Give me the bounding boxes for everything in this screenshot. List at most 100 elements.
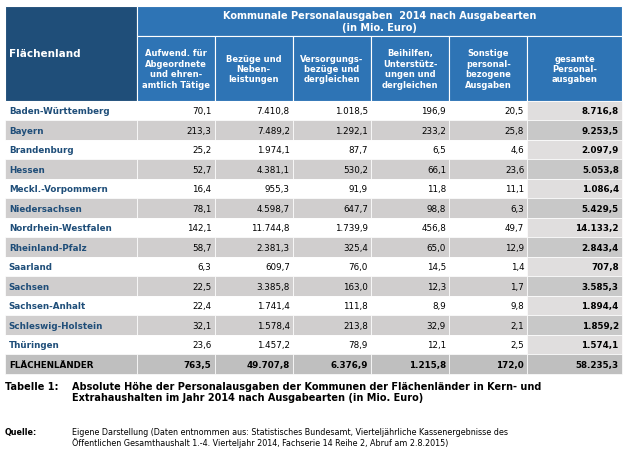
Bar [293, 199, 371, 218]
Text: 4,6: 4,6 [511, 146, 524, 155]
Bar [528, 37, 622, 102]
Text: Versorgungs-
bezüge und
dergleichen: Versorgungs- bezüge und dergleichen [300, 54, 364, 84]
Bar [293, 121, 371, 140]
Text: 32,1: 32,1 [192, 321, 212, 330]
Text: Meckl.-Vorpommern: Meckl.-Vorpommern [9, 185, 107, 194]
Bar [5, 316, 137, 335]
Text: 1.739,9: 1.739,9 [335, 224, 368, 233]
Bar [137, 316, 215, 335]
Bar [449, 179, 528, 199]
Bar [215, 179, 293, 199]
Text: 325,4: 325,4 [343, 243, 368, 252]
Text: Eigene Darstellung (Daten entnommen aus: Statistisches Bundesamt, Vierteljährlic: Eigene Darstellung (Daten entnommen aus:… [72, 427, 509, 448]
Text: Sachsen-Anhalt: Sachsen-Anhalt [9, 302, 86, 310]
Text: gesamte
Personal-
ausgaben: gesamte Personal- ausgaben [552, 54, 598, 84]
Bar [528, 102, 622, 121]
Text: 25,8: 25,8 [505, 126, 524, 135]
Bar [215, 37, 293, 102]
Text: 707,8: 707,8 [591, 263, 619, 272]
Bar [371, 37, 449, 102]
Bar [5, 140, 137, 160]
Text: Absolute Höhe der Personalausgaben der Kommunen der Flächenländer in Kern- und
E: Absolute Höhe der Personalausgaben der K… [72, 381, 542, 403]
Text: 6,3: 6,3 [511, 204, 524, 213]
Bar [215, 218, 293, 238]
Text: Thüringen: Thüringen [9, 341, 59, 349]
Text: 87,7: 87,7 [348, 146, 368, 155]
Bar [293, 277, 371, 296]
Bar [215, 199, 293, 218]
Bar [371, 140, 449, 160]
Bar [449, 160, 528, 179]
Text: 58,7: 58,7 [192, 243, 212, 252]
Text: 1.894,4: 1.894,4 [581, 302, 619, 310]
Bar [293, 37, 371, 102]
Bar [5, 179, 137, 199]
Text: 2,5: 2,5 [511, 341, 524, 349]
Bar [215, 316, 293, 335]
Bar [528, 296, 622, 316]
Bar [5, 102, 137, 121]
Text: 91,9: 91,9 [349, 185, 368, 194]
Bar [449, 102, 528, 121]
Text: 8,9: 8,9 [432, 302, 446, 310]
Text: Niedersachsen: Niedersachsen [9, 204, 81, 213]
Text: 8.716,8: 8.716,8 [582, 107, 619, 116]
Text: 172,0: 172,0 [496, 360, 524, 369]
Bar [5, 7, 137, 102]
Text: 3.585,3: 3.585,3 [582, 282, 619, 291]
Bar [528, 179, 622, 199]
Bar [371, 238, 449, 257]
Bar [293, 355, 371, 375]
Bar [293, 296, 371, 316]
Text: Rheinland-Pfalz: Rheinland-Pfalz [9, 243, 86, 252]
Text: 2.843,4: 2.843,4 [581, 243, 619, 252]
Text: 70,1: 70,1 [192, 107, 212, 116]
Text: 66,1: 66,1 [427, 165, 446, 174]
Text: 11,1: 11,1 [505, 185, 524, 194]
Text: 2.381,3: 2.381,3 [257, 243, 290, 252]
Text: 22,5: 22,5 [192, 282, 212, 291]
Text: 142,1: 142,1 [187, 224, 212, 233]
Bar [137, 179, 215, 199]
Bar [5, 160, 137, 179]
Text: 5.429,5: 5.429,5 [582, 204, 619, 213]
Bar [137, 355, 215, 375]
Text: 6,3: 6,3 [198, 263, 212, 272]
Bar [371, 277, 449, 296]
Text: 14,5: 14,5 [427, 263, 446, 272]
Text: 12,9: 12,9 [505, 243, 524, 252]
Bar [5, 355, 137, 375]
Bar [449, 257, 528, 277]
Bar [293, 316, 371, 335]
Text: 1.086,4: 1.086,4 [582, 185, 619, 194]
Bar [5, 218, 137, 238]
Text: 23,6: 23,6 [505, 165, 524, 174]
Bar [137, 257, 215, 277]
Text: 9,8: 9,8 [511, 302, 524, 310]
Bar [449, 277, 528, 296]
Bar [449, 140, 528, 160]
Text: 11.744,8: 11.744,8 [251, 224, 290, 233]
Text: Saarland: Saarland [9, 263, 53, 272]
Text: 58.235,3: 58.235,3 [576, 360, 619, 369]
Text: Hessen: Hessen [9, 165, 44, 174]
Text: Kommunale Personalausgaben  2014 nach Ausgabearten
(in Mio. Euro): Kommunale Personalausgaben 2014 nach Aus… [222, 11, 536, 33]
Text: Quelle:: Quelle: [5, 427, 38, 436]
Bar [528, 257, 622, 277]
Text: 12,1: 12,1 [427, 341, 446, 349]
Text: 2.097,9: 2.097,9 [581, 146, 619, 155]
Bar [137, 37, 215, 102]
Bar [528, 335, 622, 355]
Text: 3.385,8: 3.385,8 [256, 282, 290, 291]
Bar [137, 335, 215, 355]
Text: Sonstige
personal-
bezogene
Ausgaben: Sonstige personal- bezogene Ausgaben [465, 49, 512, 90]
Bar [137, 102, 215, 121]
Text: 2,1: 2,1 [511, 321, 524, 330]
Bar [5, 296, 137, 316]
Text: 1.574,1: 1.574,1 [581, 341, 619, 349]
Bar [215, 257, 293, 277]
Bar [5, 199, 137, 218]
Text: Flächenland: Flächenland [9, 49, 81, 59]
Bar [449, 355, 528, 375]
Text: Bezüge und
Neben-
leistungen: Bezüge und Neben- leistungen [226, 54, 282, 84]
